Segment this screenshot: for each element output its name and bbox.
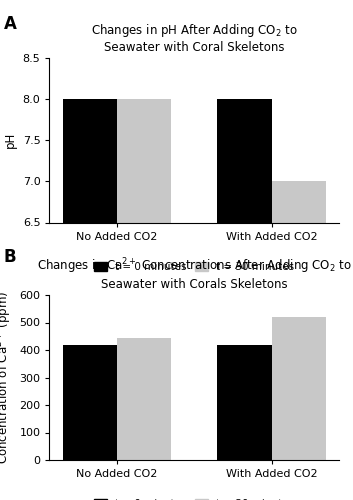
Title: Changes in Ca$^{2+}$ Concentrations After Adding CO$_2$ to
Seawater with Corals : Changes in Ca$^{2+}$ Concentrations Afte…: [37, 256, 352, 291]
Bar: [217, 344, 271, 460]
Bar: [62, 344, 117, 460]
Bar: [217, 99, 271, 500]
Bar: [117, 99, 171, 500]
Y-axis label: pH: pH: [4, 132, 17, 148]
Legend: t = 0 minutes, t = 30 minutes: t = 0 minutes, t = 30 minutes: [90, 258, 298, 276]
Legend: t = 0 minutes, t = 30 minutes: t = 0 minutes, t = 30 minutes: [90, 495, 298, 500]
Bar: [271, 181, 326, 500]
Text: A: A: [4, 15, 16, 33]
Y-axis label: Concentration of Ca$^{2+}$ (ppm): Concentration of Ca$^{2+}$ (ppm): [0, 291, 14, 464]
Bar: [62, 99, 117, 500]
Bar: [117, 338, 171, 460]
Text: B: B: [4, 248, 16, 266]
Bar: [271, 317, 326, 460]
Title: Changes in pH After Adding CO$_2$ to
Seawater with Coral Skeletons: Changes in pH After Adding CO$_2$ to Sea…: [91, 22, 298, 54]
